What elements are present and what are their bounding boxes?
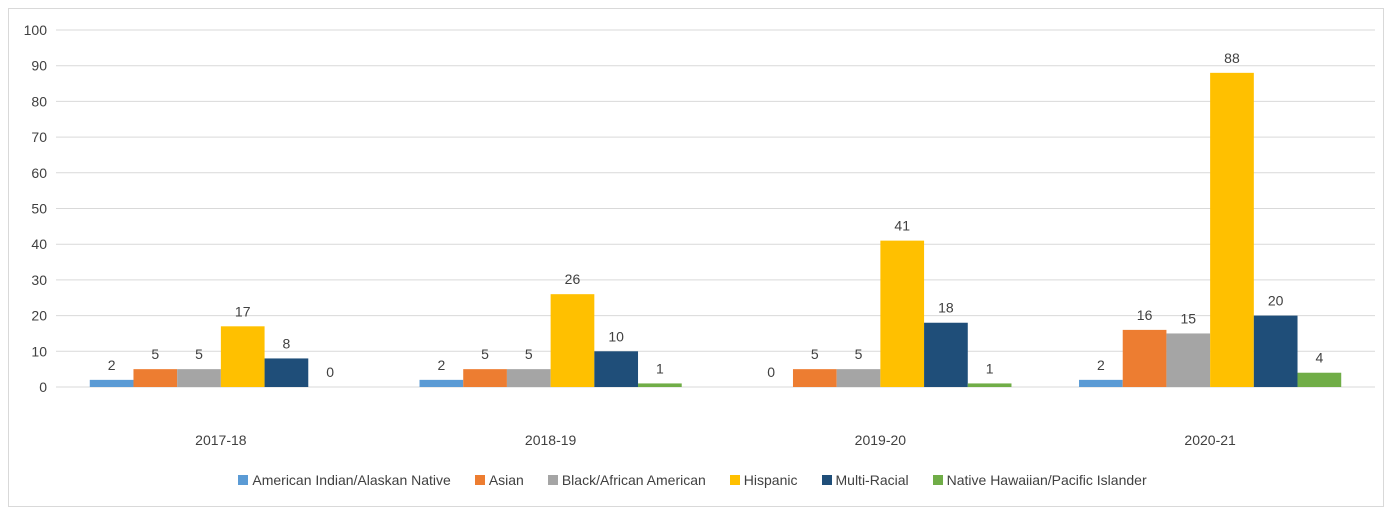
y-tick-label: 20 [31,308,47,324]
data-label: 5 [811,346,819,362]
data-label: 41 [894,218,910,234]
data-label: 5 [481,346,489,362]
bar [967,383,1012,387]
bar [506,369,551,387]
legend-label: Black/African American [561,472,706,488]
bar [1166,333,1211,387]
bar [792,369,837,387]
data-label: 1 [656,360,664,376]
bar [133,369,178,387]
bar [880,240,925,387]
bar [594,351,639,387]
data-label: 5 [195,346,203,362]
y-tick-label: 30 [31,272,47,288]
bar [89,379,134,387]
bar [550,294,595,387]
y-tick-label: 40 [31,236,47,252]
legend-label: Native Hawaiian/Pacific Islander [946,472,1147,488]
bars [89,72,1342,387]
bar [1210,72,1254,387]
data-label: 5 [855,346,863,362]
bar [264,358,309,387]
bar [1122,329,1167,387]
x-tick-label: 2020-21 [1184,432,1236,448]
legend-item: Asian [474,472,524,488]
data-label: 2 [437,357,445,373]
bar [638,383,682,387]
data-label: 2 [1097,357,1105,373]
bar [419,379,464,387]
data-label: 16 [1137,307,1153,323]
bar [836,369,881,387]
legend-item: American Indian/Alaskan Native [238,472,451,488]
legend-item: Hispanic [729,472,798,488]
y-tick-label: 10 [31,343,47,359]
y-tick-label: 90 [31,58,47,74]
y-tick-label: 60 [31,165,47,181]
data-label: 15 [1180,310,1196,326]
x-tick-label: 2018-19 [525,432,577,448]
y-tick-label: 70 [31,129,47,145]
legend-swatch [547,475,558,485]
y-axis-ticks: 0 10 20 30 40 50 60 70 80 90 100 [24,22,48,395]
y-tick-label: 80 [31,93,47,109]
legend-label: Hispanic [743,472,798,488]
legend-swatch [474,475,485,485]
bar [220,326,265,387]
bar [177,369,221,387]
data-label: 1 [986,360,994,376]
legend-item: Multi-Racial [821,472,909,488]
data-label: 0 [767,364,775,380]
bar [1253,315,1298,387]
legend-item: Black/African American [547,472,706,488]
y-tick-label: 50 [31,201,47,217]
legend-label: Asian [488,472,524,488]
x-axis-ticks: 2017-18 2018-19 2019-20 2020-21 [195,432,1236,448]
data-label: 2 [108,357,116,373]
y-tick-label: 100 [24,22,48,38]
data-label: 8 [283,335,291,351]
data-label: 17 [235,303,251,319]
data-label: 20 [1268,293,1284,309]
bar [463,369,507,387]
legend-item: Native Hawaiian/Pacific Islander [932,472,1147,488]
x-tick-label: 2019-20 [855,432,907,448]
legend-label: American Indian/Alaskan Native [252,472,451,488]
bar [1079,379,1123,387]
legend: American Indian/Alaskan Native Asian Black… [0,472,1385,488]
bar [1297,372,1342,387]
x-tick-label: 2017-18 [195,432,247,448]
data-label: 0 [326,364,334,380]
data-label: 4 [1315,350,1323,366]
data-label: 5 [525,346,533,362]
data-label: 88 [1224,50,1240,66]
legend-swatch [932,475,943,485]
data-label: 5 [151,346,159,362]
chart-frame [8,8,1384,507]
data-label: 26 [565,271,581,287]
bar [924,322,968,387]
legend-swatch [821,475,832,485]
legend-swatch [238,475,249,485]
legend-swatch [729,475,740,485]
y-tick-label: 0 [39,379,47,395]
legend-label: Multi-Racial [835,472,909,488]
data-label: 18 [938,300,954,316]
data-label: 10 [608,328,624,344]
